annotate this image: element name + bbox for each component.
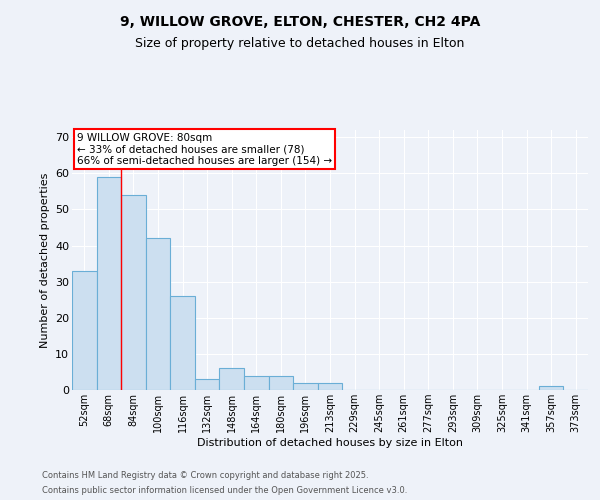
- Bar: [195, 379, 220, 390]
- Bar: [244, 376, 269, 390]
- Bar: [539, 386, 563, 390]
- Text: 9, WILLOW GROVE, ELTON, CHESTER, CH2 4PA: 9, WILLOW GROVE, ELTON, CHESTER, CH2 4PA: [120, 15, 480, 29]
- Bar: [170, 296, 195, 390]
- Bar: [293, 383, 318, 390]
- Text: Contains HM Land Registry data © Crown copyright and database right 2025.: Contains HM Land Registry data © Crown c…: [42, 471, 368, 480]
- Text: Contains public sector information licensed under the Open Government Licence v3: Contains public sector information licen…: [42, 486, 407, 495]
- Bar: [72, 271, 97, 390]
- Bar: [121, 195, 146, 390]
- Bar: [269, 376, 293, 390]
- Y-axis label: Number of detached properties: Number of detached properties: [40, 172, 50, 348]
- Bar: [146, 238, 170, 390]
- Bar: [97, 177, 121, 390]
- Text: Size of property relative to detached houses in Elton: Size of property relative to detached ho…: [136, 38, 464, 51]
- Bar: [318, 383, 342, 390]
- Bar: [220, 368, 244, 390]
- Text: 9 WILLOW GROVE: 80sqm
← 33% of detached houses are smaller (78)
66% of semi-deta: 9 WILLOW GROVE: 80sqm ← 33% of detached …: [77, 132, 332, 166]
- X-axis label: Distribution of detached houses by size in Elton: Distribution of detached houses by size …: [197, 438, 463, 448]
